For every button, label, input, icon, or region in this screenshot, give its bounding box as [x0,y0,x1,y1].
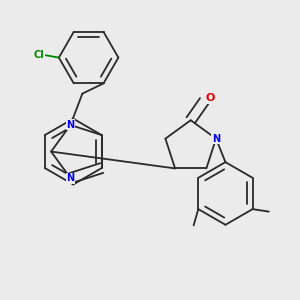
Text: N: N [212,134,220,144]
Text: N: N [66,120,74,130]
Text: N: N [66,173,74,183]
Text: O: O [205,94,214,103]
Text: Cl: Cl [34,50,44,60]
